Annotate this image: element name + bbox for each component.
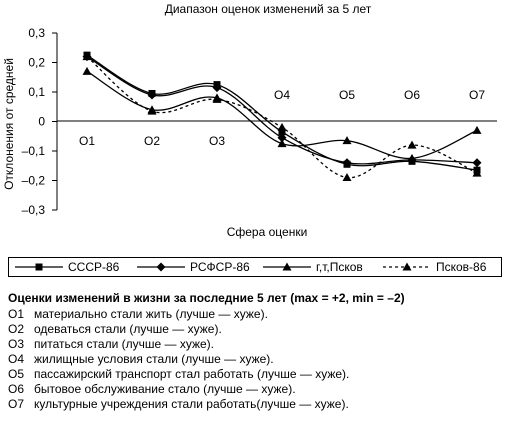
note-text: одеваться стали (лучше — хуже).: [34, 322, 222, 336]
note-text: пассажирский транспорт стал работать (лу…: [34, 367, 350, 381]
legend-swatch-triangle-solid: [263, 262, 311, 271]
data-point: [278, 128, 286, 136]
series-1: [83, 51, 481, 174]
note-code: O1: [8, 307, 25, 321]
note-item: O5 пассажирский транспорт стал работать (…: [8, 367, 508, 382]
y-tick-label: –0,3: [22, 203, 46, 217]
note-code: O6: [8, 382, 25, 396]
note-text: культурные учреждения стали работать(луч…: [34, 397, 349, 411]
x-tick-label: O2: [144, 134, 160, 148]
data-point: [407, 153, 417, 162]
legend-swatch-diamond-solid: [137, 262, 185, 272]
note-code: O3: [8, 337, 25, 351]
note-item: O2 одеваться стали (лучше — хуже).: [8, 322, 508, 337]
legend-marker: [35, 263, 43, 271]
note-text: бытовое обслуживание стало (лучше — хуже…: [34, 382, 296, 396]
legend-marker: [156, 262, 166, 272]
legend-marker: [282, 262, 292, 271]
notes: Оценки изменений в жизни за последние 5 …: [8, 291, 508, 412]
y-tick-label: 0: [38, 115, 45, 129]
line-chart: Диапазон оценок изменений за 5 лет Откло…: [2, 2, 497, 239]
data-point: [472, 125, 482, 134]
x-tick-label: O6: [404, 88, 420, 102]
data-point: [212, 94, 222, 103]
chart-title: Диапазон оценок изменений за 5 лет: [165, 2, 372, 16]
x-tick-label: O5: [339, 88, 355, 102]
notes-list: O1 материально стали жить (лучше — хуже).…: [8, 307, 508, 412]
legend-marker: [402, 262, 412, 271]
legend-item-ussr: СССР-86: [13, 258, 133, 276]
x-tick-label: O1: [79, 134, 95, 148]
data-point: [342, 173, 352, 182]
data-point: [342, 136, 352, 145]
data-point: [407, 140, 417, 149]
legend-swatch-square-solid: [15, 263, 63, 271]
y-axis-label: Отклонения от средней: [2, 58, 16, 190]
data-point: [277, 139, 287, 148]
note-item: O1 материально стали жить (лучше — хуже).: [8, 307, 508, 322]
note-text: жилищные условия стали (лучше — хуже).: [34, 352, 274, 366]
x-tick-label: O3: [209, 134, 225, 148]
note-text: питаться стали (лучше — хуже).: [34, 337, 215, 351]
series-4: [82, 52, 482, 182]
y-tick-label: 0,1: [28, 85, 45, 99]
legend-item-pskov-cities: г,т,Псков: [261, 258, 379, 276]
legend: СССР-86 РСФСР-86 г,т,Псков Псков-86: [8, 257, 502, 277]
data-point: [277, 122, 287, 131]
y-tick-label: –0,1: [22, 144, 46, 158]
note-item: O4 жилищные условия стали (лучше — хуже).: [8, 352, 508, 367]
data-point: [82, 66, 92, 75]
legend-item-pskov-86: Псков-86: [381, 258, 499, 276]
y-tick-label: –0,2: [22, 174, 46, 188]
data-point: [472, 158, 482, 168]
note-code: O7: [8, 397, 25, 411]
notes-title: Оценки изменений в жизни за последние 5 …: [8, 291, 405, 305]
note-item: O7 культурные учреждения стали работать(л…: [8, 397, 508, 412]
note-item: O6 бытовое обслуживание стало (лучше — ху…: [8, 382, 508, 397]
series-3: [82, 66, 482, 162]
note-text: материально стали жить (лучше — хуже).: [34, 307, 268, 321]
data-point: [342, 158, 352, 168]
y-tick-label: 0,2: [28, 56, 45, 70]
legend-label: РСФСР-86: [190, 260, 250, 274]
note-code: O4: [8, 352, 25, 366]
note-code: O2: [8, 322, 25, 336]
x-tick-label: O4: [274, 88, 290, 102]
legend-item-rsfsr: РСФСР-86: [135, 258, 257, 276]
series-line: [86, 54, 478, 171]
note-code: O5: [8, 367, 25, 381]
data-point: [82, 52, 92, 61]
data-point: [472, 168, 482, 177]
legend-label: СССР-86: [68, 260, 120, 274]
data-point: [147, 90, 157, 100]
y-tick-label: 0,3: [28, 26, 45, 40]
data-point: [147, 106, 157, 115]
data-point: [212, 83, 222, 93]
x-tick-label: O7: [469, 88, 485, 102]
series-2: [82, 52, 482, 168]
legend-label: г,т,Псков: [316, 260, 363, 274]
note-item: O3 питаться стали (лучше — хуже).: [8, 337, 508, 352]
x-axis-label: Сфера оценки: [227, 225, 308, 239]
legend-swatch-triangle-dotted: [383, 262, 431, 271]
legend-label: Псков-86: [436, 260, 487, 274]
data-point: [277, 133, 287, 143]
